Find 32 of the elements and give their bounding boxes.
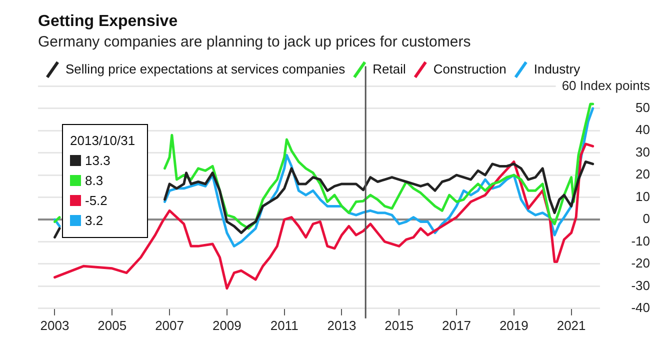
y-tick-label: -20 <box>631 256 650 271</box>
y-tick-label: -10 <box>631 233 650 248</box>
x-tick-label: 2021 <box>556 318 586 333</box>
x-tick-label: 2005 <box>98 318 127 333</box>
y-tick-label: 10 <box>636 188 650 204</box>
x-tick-label: 2013 <box>327 318 356 333</box>
y-tick-label: -40 <box>631 300 650 315</box>
chart-title: Getting Expensive <box>38 13 178 30</box>
x-tick-label: 2011 <box>270 318 298 333</box>
y-tick-label: 20 <box>636 166 650 182</box>
y-tick-label: 60 Index points <box>562 78 650 93</box>
x-tick-label: 2007 <box>155 318 184 333</box>
x-tick-label: 2019 <box>499 318 528 333</box>
y-tick-label: -30 <box>631 278 650 293</box>
legend-label: Selling price expectations at services companies <box>66 61 346 76</box>
y-tick-label: 50 <box>636 100 650 115</box>
annotation: 3.2 <box>85 213 104 228</box>
annotation: 2013/10/31 <box>70 133 136 148</box>
y-tick-label: 30 <box>636 144 650 160</box>
x-tick-label: 2009 <box>212 318 242 333</box>
legend-label: Industry <box>534 61 581 76</box>
x-tick-label: 2015 <box>384 318 414 333</box>
legend-label: Construction <box>433 61 506 76</box>
legend-label: Retail <box>372 61 406 76</box>
y-tick-label: 40 <box>636 122 650 138</box>
annotation: -5.2 <box>85 193 108 208</box>
annotation: 8.3 <box>85 173 104 188</box>
x-tick-label: 2017 <box>442 318 471 333</box>
x-tick-label: 2003 <box>40 318 70 333</box>
chart-subtitle: Germany companies are planning to jack up prices for customers <box>38 33 471 50</box>
annotation: 13.3 <box>85 153 110 168</box>
y-tick-label: 0 <box>642 211 650 226</box>
